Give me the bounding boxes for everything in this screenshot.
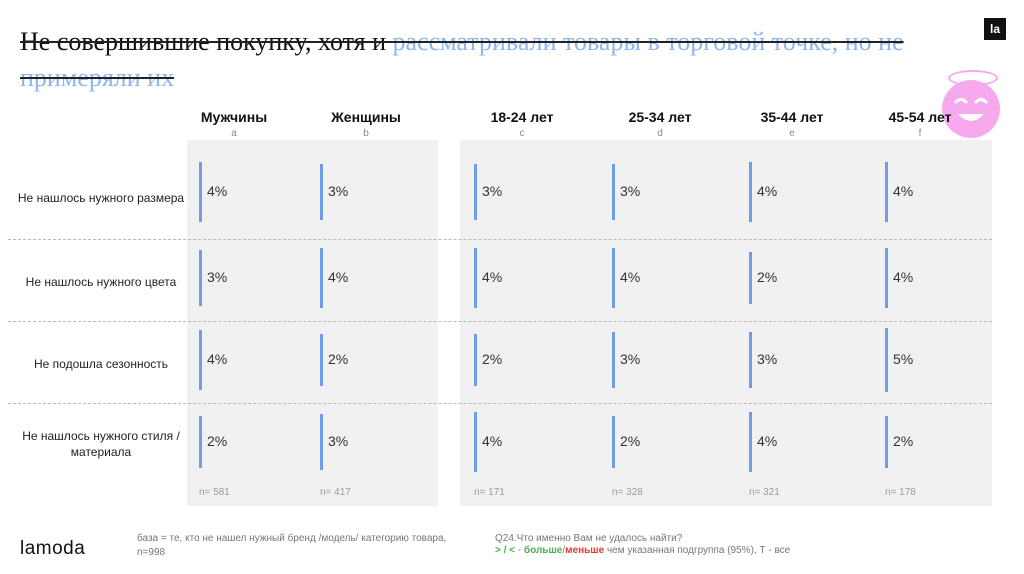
cell-value: 4% [620, 269, 641, 285]
sample-size: n= 581 [199, 487, 230, 498]
cell-value: 3% [328, 183, 349, 199]
age-panel [460, 140, 992, 506]
cell-value: 4% [207, 351, 228, 367]
page-title-part1: Не совершившие покупку, хотя и [20, 27, 393, 56]
cell-value: 2% [482, 351, 503, 367]
legend-rest: чем указанная подгруппа (95%), Т - все [604, 545, 791, 556]
value-bar [885, 328, 888, 392]
value-bar [474, 248, 477, 308]
cell-value: 2% [328, 351, 349, 367]
gender-panel [187, 140, 438, 506]
significance-legend: > / < - больше/меньше чем указанная подг… [495, 545, 925, 556]
column-letter: b [363, 128, 369, 139]
value-bar [749, 252, 752, 304]
column-letter: d [657, 128, 663, 139]
column-letter: f [918, 128, 922, 139]
cell-value: 3% [620, 183, 641, 199]
value-bar [474, 412, 477, 472]
value-bar [612, 332, 615, 388]
brand-badge-icon: la [984, 18, 1006, 40]
cell-value: 4% [482, 269, 503, 285]
legend-symbols: > / < [495, 545, 516, 556]
cell-value: 2% [757, 269, 778, 285]
value-bar [199, 250, 202, 306]
value-bar [749, 162, 752, 222]
column-header: 35-44 лет [760, 109, 824, 125]
row-separator [8, 403, 992, 404]
cell-value: 3% [757, 351, 778, 367]
smiley-mascot-icon [942, 80, 1000, 138]
sample-size: n= 417 [320, 487, 351, 498]
column-header: Мужчины [200, 109, 268, 125]
sample-size: n= 328 [612, 487, 643, 498]
row-separator [8, 239, 992, 240]
row-label: Не нашлось нужного размера [17, 191, 185, 205]
base-note: база = те, кто не нашел нужный бренд /мо… [137, 533, 447, 558]
legend-slash: / [562, 545, 566, 556]
cell-value: 3% [482, 183, 503, 199]
value-bar [885, 416, 888, 468]
value-bar [320, 334, 323, 386]
row-separator [8, 321, 992, 322]
legend-more: больше [523, 545, 563, 556]
cell-value: 3% [328, 433, 349, 449]
row-label: Не подошла сезонность [33, 357, 169, 371]
row-label: Не нашлось нужного стиля / материала [22, 429, 180, 459]
cell-value: 4% [893, 269, 914, 285]
row-label: Не нашлось нужного цвета [25, 275, 177, 289]
value-bar [612, 248, 615, 308]
column-header: Женщины [331, 109, 401, 125]
cell-value: 4% [757, 433, 778, 449]
column-letter: a [231, 128, 237, 139]
column-letter: c [519, 128, 525, 139]
cell-value: 2% [207, 433, 228, 449]
value-bar [612, 416, 615, 468]
value-bar [885, 162, 888, 222]
value-bar [749, 412, 752, 472]
sample-size: n= 171 [474, 487, 505, 498]
page-title: Не совершившие покупку, хотя и рассматри… [20, 24, 980, 96]
column-letter: e [789, 128, 795, 139]
question-text: Q24.Что именно Вам не удалось найти? [495, 533, 683, 544]
value-bar [320, 248, 323, 308]
value-bar [199, 162, 202, 222]
value-bar [320, 414, 323, 470]
column-header: 18-24 лет [490, 109, 554, 125]
cell-value: 4% [893, 183, 914, 199]
value-bar [749, 332, 752, 388]
value-bar [885, 248, 888, 308]
value-bar [612, 164, 615, 220]
page-title-part2: рассматривали товары в торговой точке, н… [20, 27, 904, 92]
sample-size: n= 321 [749, 487, 780, 498]
cell-value: 5% [893, 351, 914, 367]
sample-size: n= 178 [885, 487, 916, 498]
cell-value: 4% [757, 183, 778, 199]
value-bar [199, 330, 202, 390]
cell-value: 2% [893, 433, 914, 449]
column-header: 45-54 лет [888, 109, 952, 125]
legend-less: меньше [565, 545, 605, 556]
cell-value: 4% [482, 433, 503, 449]
cell-value: 4% [207, 183, 228, 199]
cell-value: 4% [328, 269, 349, 285]
cell-value: 3% [207, 269, 228, 285]
cell-value: 2% [620, 433, 641, 449]
value-bar [474, 164, 477, 220]
cell-value: 3% [620, 351, 641, 367]
value-bar [199, 416, 202, 468]
column-header: 25-34 лет [628, 109, 692, 125]
legend-dash: - [515, 545, 524, 556]
value-bar [474, 334, 477, 386]
value-bar [320, 164, 323, 220]
lamoda-logo: lamoda [20, 538, 86, 559]
